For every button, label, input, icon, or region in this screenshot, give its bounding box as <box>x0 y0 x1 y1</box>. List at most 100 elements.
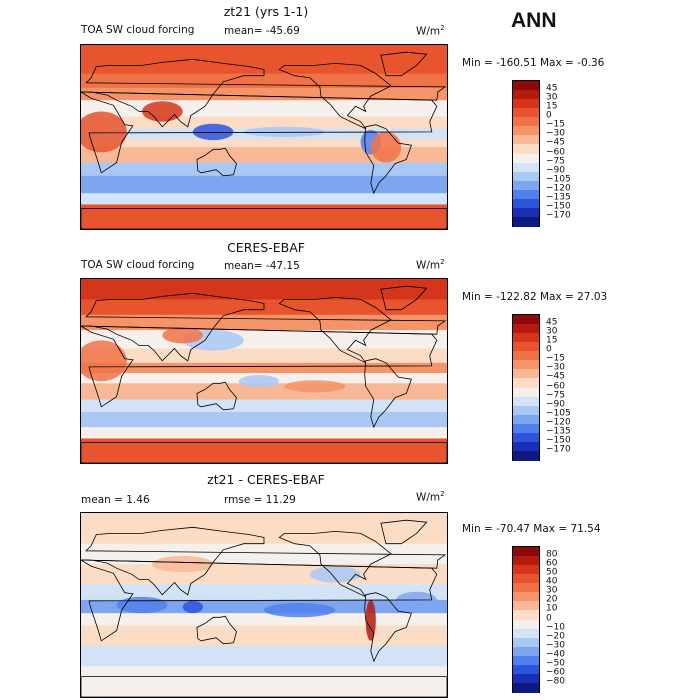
field-band <box>81 645 447 667</box>
colorbar-swatch <box>513 655 539 666</box>
coastline <box>380 285 428 311</box>
colorbar-label: −60 <box>546 667 565 678</box>
panel3-minmax: Min = -70.47 Max = 71.54 <box>462 523 601 535</box>
panel2-title: CERES-EBAF <box>227 240 305 255</box>
field-band <box>81 100 447 118</box>
colorbar-swatch <box>513 583 539 593</box>
colorbar-label: 50 <box>546 567 558 578</box>
colorbar-swatch <box>513 646 539 657</box>
panel3-map <box>80 512 448 698</box>
field-anomaly <box>81 111 127 153</box>
colorbar-swatch <box>513 81 539 91</box>
field-anomaly <box>182 600 203 614</box>
field-svg <box>81 279 447 463</box>
colorbar-swatch <box>513 673 539 684</box>
coastline <box>81 526 447 596</box>
colorbar-swatch <box>513 628 539 639</box>
colorbar-label: −20 <box>546 631 565 642</box>
field-band <box>81 87 447 101</box>
colorbar-swatch <box>513 342 539 352</box>
colorbar-label: −90 <box>546 165 565 176</box>
panel1-variable: TOA SW cloud forcing <box>81 24 195 36</box>
colorbar-label: −135 <box>546 426 571 437</box>
colorbar-label: −135 <box>546 192 571 203</box>
field-band <box>81 399 447 413</box>
field-svg <box>81 513 447 697</box>
colorbar-swatch <box>513 315 539 325</box>
colorbar-swatch <box>513 574 539 584</box>
colorbar-label: −170 <box>546 210 571 221</box>
field-band <box>81 193 447 205</box>
field-band <box>81 139 447 148</box>
colorbar-swatch <box>513 565 539 575</box>
colorbar-label: −30 <box>546 362 565 373</box>
panel3-units: W/m2 <box>416 490 445 504</box>
coastline <box>81 292 447 362</box>
colorbar-label: −40 <box>546 649 565 660</box>
colorbar-label: 30 <box>546 92 558 103</box>
colorbar-swatch <box>513 369 539 379</box>
coastline <box>380 519 428 545</box>
panel1-units: W/m2 <box>416 24 445 38</box>
colorbar-swatch <box>513 405 539 416</box>
field-band <box>81 411 447 428</box>
colorbar-swatch <box>513 108 539 118</box>
panel2-units-base: W/m <box>416 259 441 272</box>
colorbar-swatch <box>513 135 539 145</box>
colorbar-swatch <box>513 171 539 182</box>
coastline <box>81 91 438 174</box>
field-anomaly <box>264 602 336 618</box>
coastline <box>81 442 447 463</box>
field-band <box>81 348 447 364</box>
colorbar-swatch <box>513 592 539 602</box>
colorbar-swatch <box>513 153 539 164</box>
coastline <box>364 124 412 195</box>
panel1-minmax: Min = -160.51 Max = -0.36 <box>462 57 605 69</box>
colorbar-swatch <box>513 601 539 611</box>
colorbar-label: 0 <box>546 110 552 121</box>
colorbar-swatch <box>513 99 539 109</box>
colorbar-label: −10 <box>546 622 565 633</box>
colorbar-swatch <box>513 450 539 461</box>
field-anomaly <box>309 566 361 583</box>
coastline <box>81 58 447 128</box>
panel3-units-exp: 2 <box>440 490 445 498</box>
colorbar-label: 10 <box>546 603 558 614</box>
panel1-colorbar-labels: 45 30 15 0 −15 −30 −45 −60 −75 −90 −105 −120 −135 −15… <box>546 80 586 225</box>
panel3-colorbar-labels: 80 60 50 40 30 20 10 0 −10 −20 −30 −40 −50 −60 −80 <box>546 546 586 691</box>
colorbar-swatch <box>513 610 539 620</box>
field-band <box>81 147 447 164</box>
panel1-colorbar <box>512 80 540 227</box>
coastline <box>196 147 237 177</box>
colorbar-swatch <box>513 414 539 425</box>
colorbar-label: 45 <box>546 317 558 328</box>
colorbar-label: −150 <box>546 435 571 446</box>
field-band <box>81 204 447 229</box>
colorbar-swatch <box>513 351 539 361</box>
coastline <box>364 592 412 663</box>
colorbar-label: −90 <box>546 399 565 410</box>
colorbar-swatch <box>513 198 539 209</box>
field-anomaly <box>370 131 402 163</box>
field-anomaly <box>243 126 325 137</box>
colorbar-label: 60 <box>546 558 558 569</box>
colorbar-swatch <box>513 207 539 218</box>
coastline <box>81 559 438 642</box>
colorbar-swatch <box>513 216 539 227</box>
colorbar-label: −120 <box>546 417 571 428</box>
colorbar-swatch <box>513 396 539 407</box>
colorbar-label: 0 <box>546 613 552 623</box>
field-band <box>81 175 447 194</box>
colorbar-label: −15 <box>546 353 565 364</box>
panel2-colorbar <box>512 314 540 461</box>
colorbar-label: −30 <box>546 128 565 139</box>
colorbar-swatch <box>513 180 539 191</box>
coastline <box>380 51 428 77</box>
field-band <box>81 73 447 89</box>
colorbar-label: 15 <box>546 335 558 346</box>
field-band <box>81 314 447 331</box>
colorbar-label: −170 <box>546 444 571 455</box>
colorbar-label: −15 <box>546 119 565 130</box>
colorbar-label: 45 <box>546 83 558 94</box>
colorbar-label: −80 <box>546 676 565 687</box>
